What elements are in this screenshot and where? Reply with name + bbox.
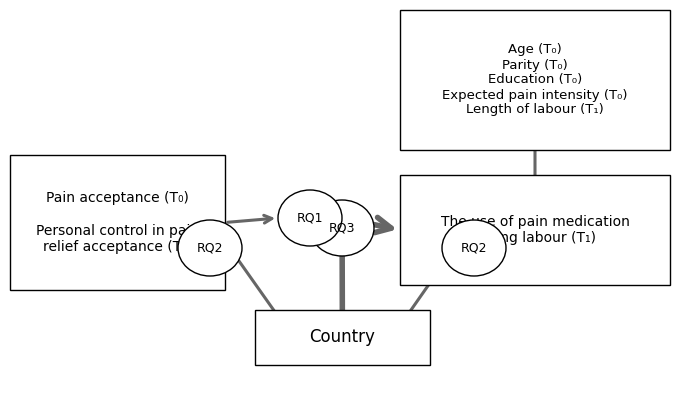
Text: RQ1: RQ1: [297, 212, 323, 224]
FancyBboxPatch shape: [255, 310, 430, 365]
FancyBboxPatch shape: [10, 155, 225, 290]
FancyBboxPatch shape: [400, 10, 670, 150]
Ellipse shape: [442, 220, 506, 276]
Ellipse shape: [178, 220, 242, 276]
Text: RQ2: RQ2: [197, 241, 223, 255]
Text: Pain acceptance (T₀)

Personal control in pain
relief acceptance (T₁): Pain acceptance (T₀) Personal control in…: [36, 191, 199, 254]
Ellipse shape: [310, 200, 374, 256]
Text: RQ3: RQ3: [329, 222, 356, 235]
FancyBboxPatch shape: [400, 175, 670, 285]
Ellipse shape: [278, 190, 342, 246]
Text: Country: Country: [310, 328, 375, 347]
Text: Age (T₀)
Parity (T₀)
Education (T₀)
Expected pain intensity (T₀)
Length of labou: Age (T₀) Parity (T₀) Education (T₀) Expe…: [443, 44, 627, 116]
Text: The use of pain medication
during labour (T₁): The use of pain medication during labour…: [440, 215, 630, 245]
Text: RQ2: RQ2: [461, 241, 487, 255]
